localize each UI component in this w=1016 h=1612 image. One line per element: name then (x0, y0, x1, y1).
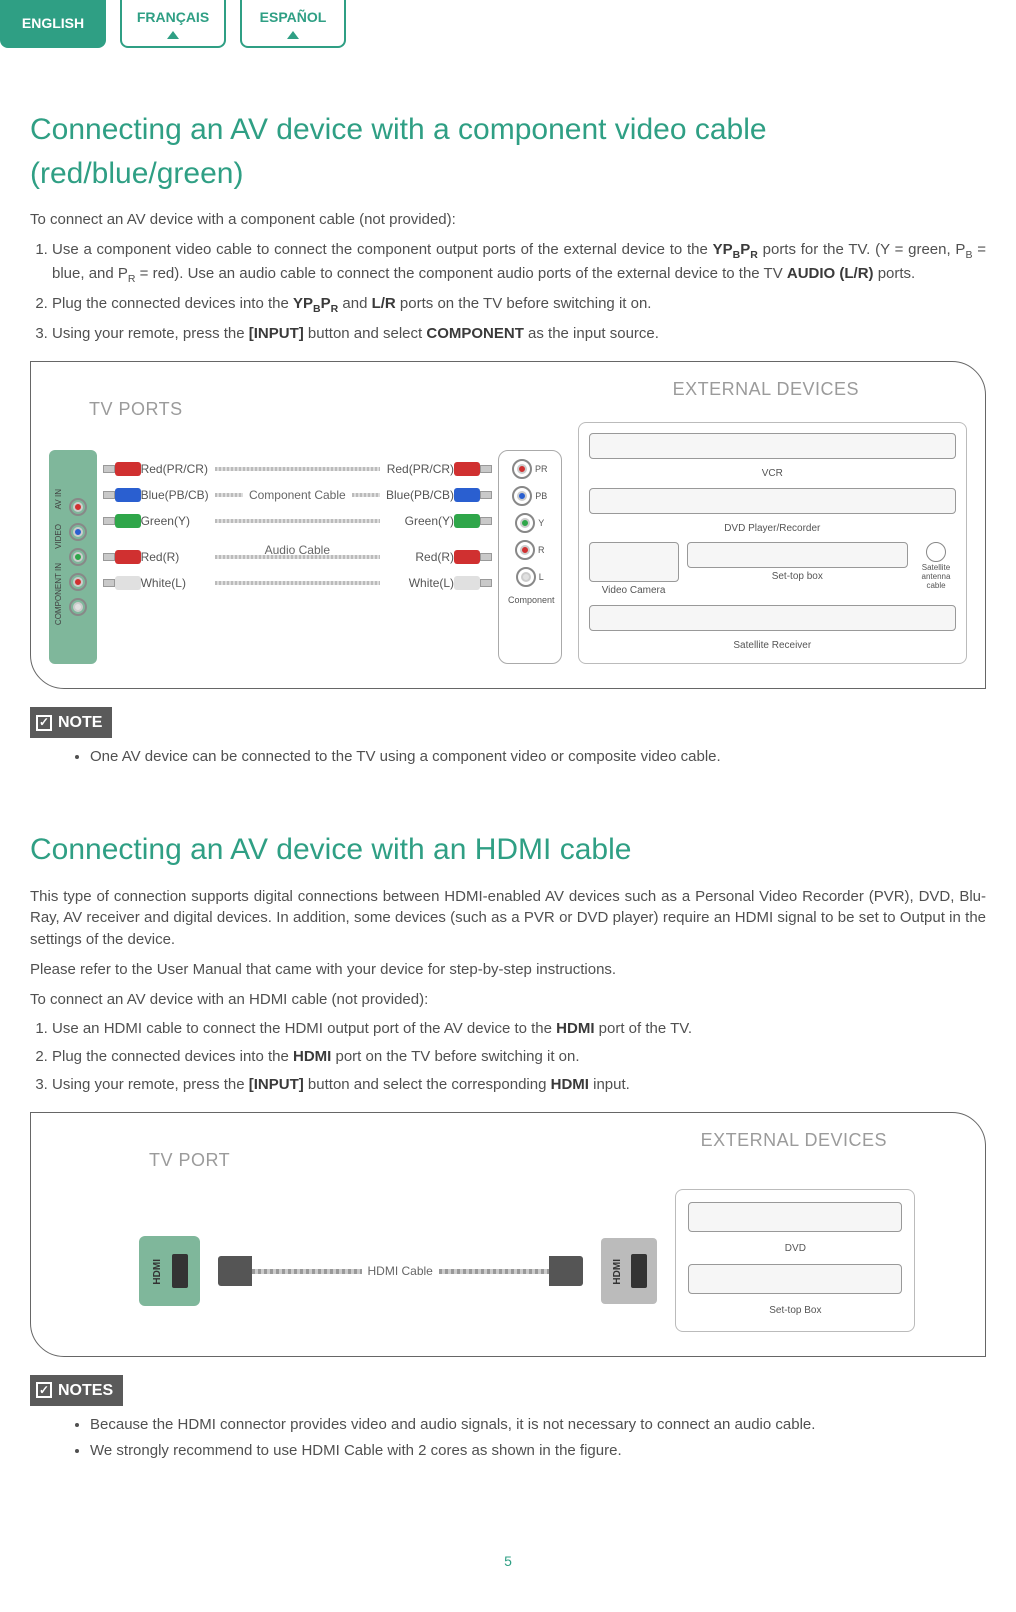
step-3: Using your remote, press the [INPUT] but… (52, 1074, 986, 1096)
port-label: R (538, 544, 545, 557)
rca-plug-icon (454, 550, 492, 564)
rca-jack-icon (512, 486, 532, 506)
hdmi-slot-icon (172, 1254, 188, 1288)
step-2: Plug the connected devices into the YPBP… (52, 293, 986, 317)
ext-component-ports: PR PB Y R L Component (498, 450, 562, 664)
rca-plug-icon (103, 550, 141, 564)
satellite-antenna-icon: Satellite antenna cable (916, 542, 956, 590)
checkmark-icon: ✓ (36, 1382, 52, 1398)
note2-list: Because the HDMI connector provides vide… (30, 1414, 986, 1462)
rca-jack-icon (69, 598, 87, 616)
lang-tab-label: ESPAÑOL (260, 7, 327, 27)
language-tabs: ENGLISH FRANÇAIS ESPAÑOL (0, 0, 986, 48)
cable-label: Blue(PB/CB) (141, 487, 215, 504)
note-item: We strongly recommend to use HDMI Cable … (90, 1440, 986, 1462)
cable-label: Red(R) (141, 549, 215, 566)
rca-plug-icon (103, 488, 141, 502)
rca-jack-icon (515, 540, 535, 560)
section1-intro: To connect an AV device with a component… (30, 209, 986, 231)
tv-hdmi-port: HDMI (139, 1236, 200, 1306)
page-number: 5 (30, 1551, 986, 1571)
note-badge: ✓ NOTE (30, 707, 112, 738)
rca-plug-icon (454, 488, 492, 502)
hdmi-external-devices: DVD Set-top Box (675, 1189, 915, 1332)
section2-p3: To connect an AV device with an HDMI cab… (30, 989, 986, 1011)
dvd-device-icon (688, 1202, 902, 1232)
hdmi-plug-icon (549, 1256, 583, 1286)
cable-label: Red(PR/CR) (380, 461, 454, 478)
port-label: PR (535, 463, 548, 476)
section2-p2: Please refer to the User Manual that cam… (30, 959, 986, 981)
checkmark-icon: ✓ (36, 715, 52, 731)
cable-label: Green(Y) (141, 513, 215, 530)
rca-jack-icon (69, 498, 87, 516)
port-group-label: Component (508, 594, 555, 607)
triangle-up-icon (167, 31, 179, 39)
cable-title: Component Cable (243, 487, 352, 504)
rca-jack-icon (516, 567, 536, 587)
rca-jack-icon (69, 523, 87, 541)
cable-label: Blue(PB/CB) (380, 487, 454, 504)
lang-tab-label: FRANÇAIS (137, 7, 209, 27)
sat-receiver-device-icon (589, 605, 956, 631)
dvd-device-icon (589, 488, 956, 514)
rca-jack-icon (512, 459, 532, 479)
port-label: L (539, 571, 544, 584)
step-1: Use a component video cable to connect t… (52, 239, 986, 287)
lang-tab-label: ENGLISH (22, 13, 84, 33)
step-3: Using your remote, press the [INPUT] but… (52, 323, 986, 345)
note1-list: One AV device can be connected to the TV… (30, 746, 986, 768)
hdmi-slot-icon (631, 1254, 647, 1288)
rca-plug-icon (454, 514, 492, 528)
cable-label: Red(PR/CR) (141, 461, 215, 478)
step-2: Plug the connected devices into the HDMI… (52, 1046, 986, 1068)
component-diagram: TV PORTS EXTERNAL DEVICES AV IN VIDEO CO… (30, 361, 986, 689)
rca-jack-icon (69, 573, 87, 591)
hdmi-plug-icon (218, 1256, 252, 1286)
camera-device-icon (589, 542, 679, 582)
rca-plug-icon (454, 576, 492, 590)
cable-label: White(L) (380, 575, 454, 592)
rca-plug-icon (454, 462, 492, 476)
section-heading-hdmi: Connecting an AV device with an HDMI cab… (30, 828, 986, 872)
rca-plug-icon (103, 462, 141, 476)
lang-tab-espanol[interactable]: ESPAÑOL (240, 0, 346, 48)
note-item: One AV device can be connected to the TV… (90, 746, 986, 768)
step-1: Use an HDMI cable to connect the HDMI ou… (52, 1018, 986, 1040)
external-devices-group: VCR DVD Player/Recorder Video Camera Set… (578, 422, 967, 664)
section1-steps: Use a component video cable to connect t… (30, 239, 986, 345)
ext-devices-label: EXTERNAL DEVICES (673, 376, 859, 422)
rca-jack-icon (515, 513, 535, 533)
rca-plug-icon (103, 576, 141, 590)
hdmi-diagram: TV PORT EXTERNAL DEVICES HDMI HDMI Cable… (30, 1112, 986, 1357)
stb-device-icon (687, 542, 908, 568)
section2-steps: Use an HDMI cable to connect the HDMI ou… (30, 1018, 986, 1095)
rca-plug-icon (103, 514, 141, 528)
tv-port-label: TV PORT (149, 1147, 230, 1173)
section-heading-component: Connecting an AV device with a component… (30, 108, 986, 195)
rca-jack-icon (69, 548, 87, 566)
lang-tab-francais[interactable]: FRANÇAIS (120, 0, 226, 48)
port-label: Y (538, 517, 544, 530)
device-hdmi-port: HDMI (601, 1238, 658, 1304)
tv-ports-label: TV PORTS (89, 396, 183, 422)
vcr-device-icon (589, 433, 956, 459)
triangle-up-icon (287, 31, 299, 39)
notes-badge: ✓ NOTES (30, 1375, 123, 1406)
cable-label: White(L) (141, 575, 215, 592)
port-label: PB (535, 490, 547, 503)
tv-ports-block: AV IN VIDEO COMPONENT IN (49, 450, 97, 664)
cable-label: Red(R) (380, 549, 454, 566)
lang-tab-english[interactable]: ENGLISH (0, 0, 106, 48)
cable-label: Green(Y) (380, 513, 454, 530)
section2-p1: This type of connection supports digital… (30, 886, 986, 951)
hdmi-cable: HDMI Cable (218, 1256, 583, 1286)
stb-device-icon (688, 1264, 902, 1294)
ext-devices-label: EXTERNAL DEVICES (701, 1127, 887, 1173)
note-item: Because the HDMI connector provides vide… (90, 1414, 986, 1436)
cable-title: Audio Cable (259, 542, 336, 559)
